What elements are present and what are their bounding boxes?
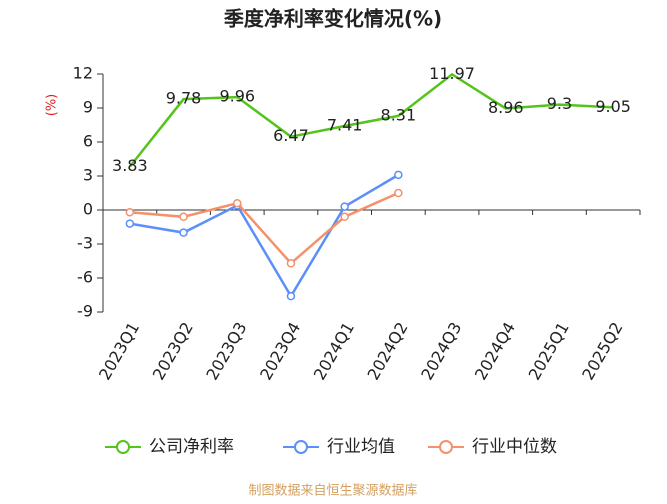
data-label: 8.31 bbox=[381, 105, 417, 124]
x-tick-label: 2024Q4 bbox=[471, 319, 519, 383]
y-axis-label: (%) bbox=[45, 94, 60, 117]
data-label: 11.97 bbox=[429, 64, 475, 83]
point-marker bbox=[286, 259, 296, 268]
y-tick-label: -9 bbox=[77, 302, 93, 321]
data-label: 9.3 bbox=[547, 94, 572, 113]
y-tick-label: -6 bbox=[77, 268, 93, 287]
y-tick-label: 6 bbox=[83, 132, 93, 151]
legend-marker bbox=[294, 440, 308, 454]
point-marker bbox=[125, 219, 135, 228]
x-tick-label: 2025Q2 bbox=[578, 319, 626, 383]
legend-label: 行业中位数 bbox=[472, 437, 557, 457]
point-marker bbox=[233, 198, 242, 208]
x-tick-label: 2024Q3 bbox=[417, 319, 465, 383]
data-label: 3.83 bbox=[112, 156, 148, 175]
data-label: 7.41 bbox=[327, 116, 363, 135]
y-tick-label: -3 bbox=[77, 234, 93, 253]
point-marker bbox=[125, 208, 135, 217]
data-label: 9.96 bbox=[219, 87, 255, 106]
point-marker bbox=[286, 291, 296, 301]
x-tick-label: 2025Q1 bbox=[525, 319, 573, 383]
y-tick-label: 12 bbox=[73, 64, 93, 83]
series-line bbox=[129, 173, 399, 299]
y-tick-label: 0 bbox=[83, 200, 93, 219]
x-tick-label: 2023Q3 bbox=[202, 319, 250, 383]
point-marker bbox=[179, 228, 188, 237]
chart-title: 季度净利率变化情况(%) bbox=[223, 7, 442, 31]
point-marker bbox=[394, 188, 403, 198]
data-label: 8.96 bbox=[488, 98, 524, 117]
point-marker bbox=[179, 212, 188, 222]
y-tick-label: 9 bbox=[83, 98, 93, 117]
x-tick-label: 2023Q2 bbox=[149, 319, 197, 383]
point-marker bbox=[340, 212, 349, 222]
legend-label: 公司净利率 bbox=[149, 437, 234, 457]
point-marker bbox=[394, 170, 403, 180]
legend-marker bbox=[116, 440, 130, 454]
data-label: 9.05 bbox=[595, 97, 631, 116]
legend-label: 行业均值 bbox=[327, 437, 395, 457]
legend-marker bbox=[439, 440, 453, 454]
point-marker bbox=[340, 202, 349, 211]
data-label: 9.78 bbox=[166, 89, 202, 108]
x-tick-label: 2024Q1 bbox=[310, 319, 358, 383]
data-label: 6.47 bbox=[273, 126, 309, 145]
series-line bbox=[128, 72, 614, 168]
x-tick-label: 2023Q4 bbox=[256, 319, 304, 383]
source-note: 制图数据来自恒生聚源数据库 bbox=[248, 483, 417, 499]
series-line bbox=[129, 191, 399, 266]
x-tick-label: 2024Q2 bbox=[364, 319, 412, 383]
x-tick-label: 2023Q1 bbox=[95, 319, 143, 383]
y-tick-label: 3 bbox=[83, 166, 93, 185]
